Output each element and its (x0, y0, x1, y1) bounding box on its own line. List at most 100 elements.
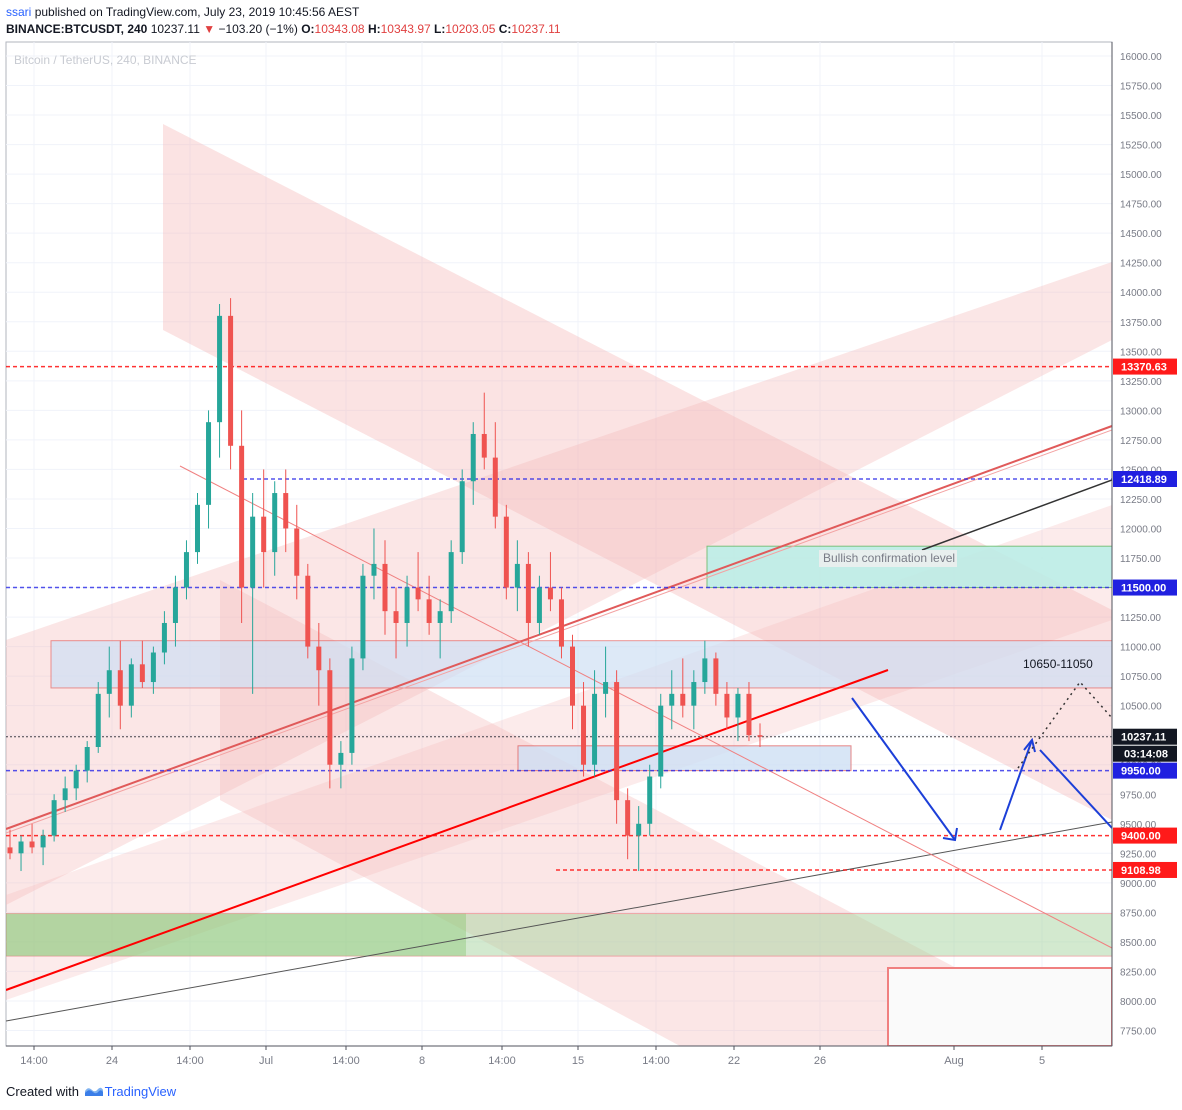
candle[interactable] (680, 693, 686, 706)
candle[interactable] (570, 646, 575, 706)
candle[interactable] (327, 670, 333, 765)
candle[interactable] (261, 516, 267, 553)
candle[interactable] (272, 493, 278, 553)
candle[interactable] (195, 504, 200, 553)
candle[interactable] (239, 445, 245, 588)
candle[interactable] (735, 693, 741, 718)
price-axis-tick: 8250.00 (1120, 967, 1157, 978)
candle[interactable] (349, 658, 355, 753)
drawings[interactable] (6, 124, 1112, 1050)
candle[interactable] (316, 646, 322, 671)
candle[interactable] (757, 735, 763, 737)
candle[interactable] (713, 658, 719, 694)
candle[interactable] (746, 693, 752, 736)
candle[interactable] (206, 422, 212, 505)
price-axis[interactable] (1112, 42, 1178, 1046)
candle[interactable] (547, 587, 553, 600)
candle[interactable] (492, 457, 498, 517)
candle[interactable] (294, 528, 300, 576)
candle[interactable] (415, 587, 421, 600)
price-chart[interactable]: Bitcoin / TetherUS, 240, BINANCE 7750.00… (0, 0, 1182, 1080)
candle[interactable] (503, 516, 509, 588)
candle[interactable] (29, 841, 35, 848)
green-demand-zone[interactable] (6, 913, 1112, 957)
candle[interactable] (250, 516, 256, 588)
candle[interactable] (691, 682, 697, 706)
tradingview-logo-icon (84, 1087, 103, 1096)
support-zone[interactable] (517, 745, 852, 772)
time-axis-tick: 14:00 (488, 1055, 516, 1067)
candle[interactable] (647, 776, 653, 824)
candle[interactable] (84, 747, 90, 771)
price-axis-tick: 9750.00 (1120, 790, 1157, 801)
candle[interactable] (40, 835, 46, 848)
candle[interactable] (382, 563, 388, 612)
time-axis[interactable]: 14:00 24 14:00 Jul 14:00 8 14:00 15 14:00 22 26 Aug… (20, 1046, 1045, 1067)
time-axis-tick: 22 (728, 1055, 740, 1067)
candle[interactable] (470, 433, 476, 482)
candle[interactable] (625, 800, 631, 836)
candle[interactable] (514, 563, 520, 588)
candle[interactable] (592, 693, 598, 765)
candle[interactable] (459, 481, 465, 553)
projection-arrow-down-2[interactable] (1039, 749, 1112, 829)
candle[interactable] (150, 652, 156, 683)
candle[interactable] (183, 552, 189, 588)
candle[interactable] (106, 670, 112, 694)
candle[interactable] (536, 587, 542, 623)
candle[interactable] (18, 841, 24, 854)
candle[interactable] (702, 658, 708, 683)
price-axis-tick: 15250.00 (1120, 141, 1162, 152)
candle[interactable] (437, 611, 443, 623)
ascending-channel-upper[interactable] (6, 262, 1112, 905)
publisher-name[interactable]: ssari (6, 5, 32, 19)
candle[interactable] (371, 563, 377, 576)
candle[interactable] (217, 315, 223, 423)
candle[interactable] (338, 752, 344, 765)
bullish-pointer-line[interactable] (921, 479, 1112, 551)
candle[interactable] (128, 664, 134, 706)
overlays[interactable] (851, 680, 1112, 842)
candle[interactable] (448, 552, 454, 612)
candle[interactable] (228, 315, 234, 446)
projection-arrow-up[interactable] (999, 739, 1033, 831)
candle[interactable] (525, 563, 531, 623)
candle[interactable] (636, 823, 642, 836)
candle[interactable] (581, 705, 587, 765)
candle[interactable] (73, 770, 79, 789)
candle[interactable] (161, 622, 167, 653)
candle[interactable] (305, 575, 311, 647)
candle[interactable] (393, 611, 399, 623)
candle[interactable] (669, 693, 675, 706)
main-support-trendline[interactable] (6, 669, 889, 991)
candles[interactable] (7, 298, 763, 872)
projection-dotted-path[interactable] (1017, 680, 1112, 769)
candle[interactable] (117, 670, 123, 706)
resistance-zone[interactable] (50, 640, 1112, 689)
candle[interactable] (95, 693, 101, 748)
candle[interactable] (7, 847, 13, 854)
candle[interactable] (481, 433, 487, 458)
candle[interactable] (172, 587, 178, 623)
candle[interactable] (558, 599, 564, 647)
candle[interactable] (62, 788, 68, 801)
candle[interactable] (614, 682, 620, 801)
candle[interactable] (724, 693, 730, 718)
descending-trendline[interactable] (179, 465, 1112, 949)
candle[interactable] (139, 664, 145, 683)
price-axis-tick: 14500.00 (1120, 229, 1162, 240)
time-axis-tick: 24 (106, 1055, 118, 1067)
long-term-trendline[interactable] (6, 821, 1112, 1022)
footer-brand-link[interactable]: TradingView (104, 1084, 177, 1099)
candle[interactable] (658, 705, 664, 777)
price-axis-tick: 15000.00 (1120, 170, 1162, 181)
projection-arrow-down[interactable] (851, 697, 956, 841)
candle[interactable] (283, 493, 289, 529)
bullish-confirmation-label: Bullish confirmation level (823, 551, 955, 565)
candle[interactable] (603, 682, 609, 694)
candle[interactable] (426, 599, 432, 623)
candle[interactable] (51, 800, 57, 836)
candle[interactable] (404, 587, 410, 623)
projection-box[interactable] (887, 967, 1112, 1046)
candle[interactable] (360, 575, 366, 659)
